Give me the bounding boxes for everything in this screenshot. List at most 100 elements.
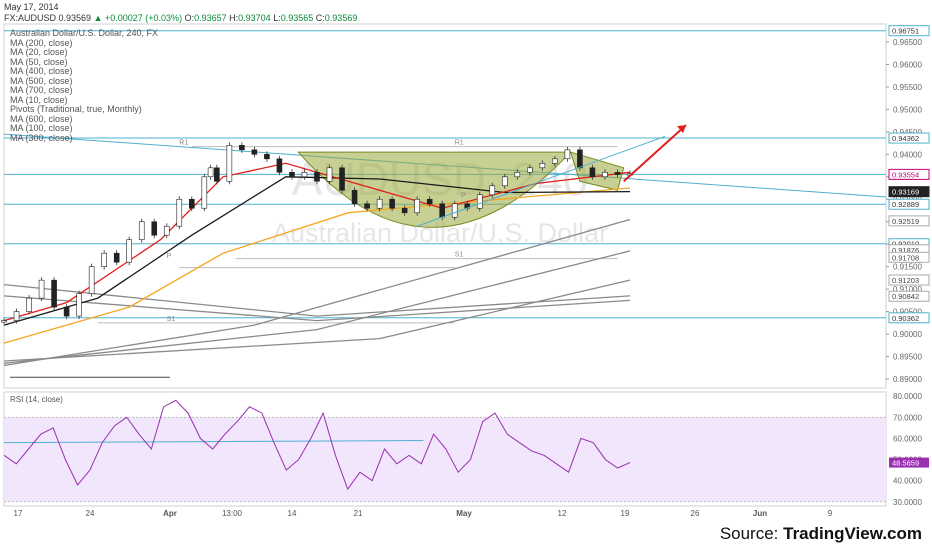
candle-body — [151, 221, 158, 236]
time-tick-label: 21 — [354, 509, 363, 518]
candle-body — [589, 167, 596, 178]
legend-item[interactable]: MA (200, close) — [10, 37, 73, 48]
candle-body — [439, 203, 446, 218]
pivot-label: P — [167, 253, 172, 260]
chart-date: May 17, 2014 — [4, 2, 59, 12]
high-value: 0.93704 — [238, 13, 271, 23]
legend-title[interactable]: Australian Dollar/U.S. Dollar, 240, FX — [10, 28, 159, 38]
candle-body — [214, 167, 220, 182]
candle-body — [351, 189, 358, 205]
legend-item[interactable]: MA (600, close) — [10, 113, 73, 124]
moving-average-line — [3, 176, 631, 326]
candle-body — [138, 221, 145, 241]
price-tick-label: 0.91500 — [893, 263, 922, 272]
axis-price-label-box — [888, 290, 930, 302]
candle-body — [189, 198, 195, 209]
axis-price-label-box — [888, 25, 930, 37]
price-tick-label: 0.94500 — [893, 128, 922, 137]
rsi-band — [4, 417, 886, 502]
candle-body — [113, 252, 120, 263]
rsi-title: RSI (14, close) — [10, 395, 63, 404]
price-tick-label: 0.96500 — [893, 38, 922, 47]
axis-price-label: 0.90362 — [892, 314, 919, 323]
source-brand: TradingView.com — [783, 524, 922, 543]
rsi-line — [3, 399, 631, 491]
price-tick-label: 0.96000 — [893, 60, 922, 69]
target-arrowhead — [677, 125, 686, 134]
channel-line — [416, 135, 666, 227]
moving-average-line — [3, 162, 631, 322]
axis-price-label: 0.91203 — [892, 276, 919, 285]
candle-body — [489, 185, 496, 196]
price-tick-label: 0.95500 — [893, 83, 922, 92]
candle-body — [326, 167, 333, 182]
change: ▲ +0.00027 (+0.03%) — [93, 13, 183, 23]
pivot-label: S1 — [167, 316, 176, 323]
candle-body — [514, 171, 521, 178]
legend-item[interactable]: MA (400, close) — [10, 66, 73, 76]
time-tick-label: 19 — [621, 509, 630, 518]
candle-body — [226, 145, 233, 182]
legend-item[interactable]: MA (20, close) — [10, 47, 68, 57]
axis-price-label: 0.90842 — [892, 292, 919, 301]
rsi-value-label: 48.5659 — [892, 459, 919, 468]
candle-body — [376, 198, 383, 209]
candle-body — [38, 279, 45, 299]
open-value: 0.93657 — [194, 13, 227, 23]
axis-price-label-box — [888, 215, 930, 227]
candle-body — [126, 239, 132, 263]
axis-price-label: 0.92010 — [892, 240, 919, 249]
legend-item[interactable]: MA (100, close) — [10, 123, 73, 133]
candle-body — [63, 306, 70, 317]
candle-body — [163, 225, 170, 236]
candle-body — [289, 171, 295, 178]
candle-body — [301, 171, 308, 178]
close-value: 0.93569 — [324, 13, 358, 23]
axis-price-label-box — [888, 274, 930, 286]
candle-body — [1, 320, 7, 323]
candle-body — [552, 158, 558, 164]
axis-price-label: 0.92519 — [892, 217, 919, 226]
legend-item[interactable]: MA (50, close) — [10, 56, 68, 67]
time-tick-label: 9 — [828, 509, 833, 518]
axis-price-label: 0.94362 — [892, 134, 919, 143]
pivot-label: S1 — [455, 252, 464, 259]
candle-body — [264, 154, 270, 160]
legend-item[interactable]: MA (300, close) — [10, 132, 73, 143]
candle-body — [26, 297, 32, 312]
candle-body — [239, 145, 245, 151]
time-tick-label: 26 — [691, 509, 700, 518]
price-tick-label: 0.90500 — [893, 308, 922, 317]
axis-price-label: 0.92889 — [892, 200, 919, 209]
time-tick-label: 24 — [86, 509, 95, 518]
rsi-tick-label: 30.0000 — [893, 498, 922, 507]
low-value: 0.93565 — [280, 13, 314, 23]
symbol[interactable]: FX:AUDUSD — [4, 13, 57, 23]
candle-body — [276, 158, 283, 173]
candle-body — [577, 149, 583, 169]
price-pane-border — [3, 23, 887, 389]
time-tick-label: Jun — [753, 509, 767, 518]
price-tick-label: 0.89000 — [893, 375, 922, 384]
candle-body — [314, 171, 320, 182]
axis-price-label-box — [888, 186, 930, 198]
moving-average-line — [3, 218, 631, 367]
moving-average-line — [3, 283, 631, 317]
candle-body — [76, 293, 82, 317]
candle-body — [401, 207, 408, 214]
legend-item[interactable]: MA (500, close) — [10, 75, 73, 86]
rsi-trendline — [3, 440, 424, 444]
moving-average-line — [3, 279, 631, 362]
low-label: L: — [273, 13, 281, 23]
time-tick-label: 12 — [558, 509, 567, 518]
candle-body — [614, 171, 621, 175]
legend-item[interactable]: MA (10, close) — [10, 94, 68, 105]
close-label: C: — [315, 13, 325, 23]
axis-price-label-box — [888, 168, 930, 180]
time-tick-label: May — [456, 509, 472, 518]
candle-body — [451, 203, 458, 218]
symbol-bar: FX:AUDUSD 0.93569 ▲ +0.00027 (+0.03%) O:… — [4, 13, 357, 23]
legend-item[interactable]: Pivots (Traditional, true, Monthly) — [10, 104, 142, 114]
legend-item[interactable]: MA (700, close) — [10, 85, 73, 95]
